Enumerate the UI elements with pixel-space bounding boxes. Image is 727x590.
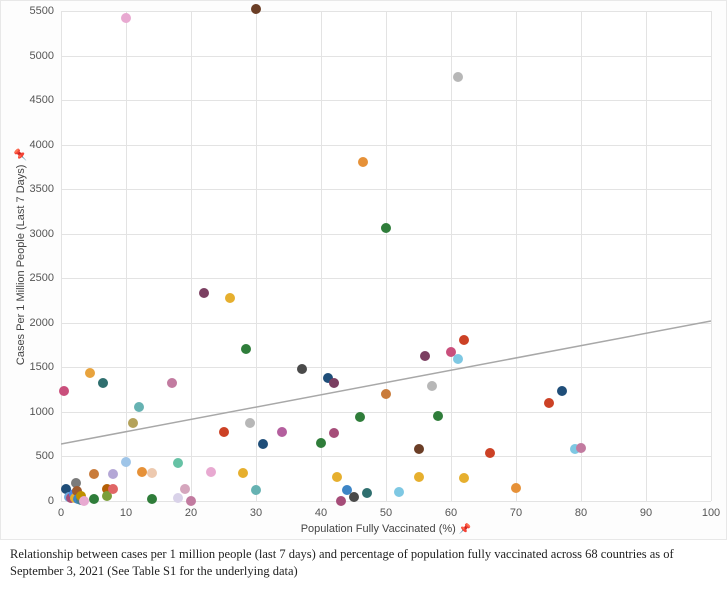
data-point[interactable] [245, 418, 255, 428]
x-tick: 40 [315, 507, 327, 519]
data-point[interactable] [459, 335, 469, 345]
data-point[interactable] [108, 469, 118, 479]
y-tick: 0 [48, 495, 54, 507]
x-axis-label: Population Fully Vaccinated (%)📌 [61, 523, 711, 535]
data-point[interactable] [89, 469, 99, 479]
x-tick: 0 [58, 507, 64, 519]
data-point[interactable] [433, 411, 443, 421]
data-point[interactable] [355, 412, 365, 422]
data-point[interactable] [277, 427, 287, 437]
data-point[interactable] [85, 368, 95, 378]
data-point[interactable] [134, 402, 144, 412]
x-tick: 50 [380, 507, 392, 519]
data-point[interactable] [453, 354, 463, 364]
data-point[interactable] [381, 389, 391, 399]
data-point[interactable] [108, 484, 118, 494]
x-tick: 30 [250, 507, 262, 519]
y-tick: 500 [36, 450, 54, 462]
data-point[interactable] [427, 381, 437, 391]
data-point[interactable] [89, 494, 99, 504]
data-point[interactable] [297, 364, 307, 374]
data-point[interactable] [167, 378, 177, 388]
y-tick: 1500 [30, 361, 54, 373]
data-point[interactable] [251, 485, 261, 495]
y-tick: 2500 [30, 272, 54, 284]
data-point[interactable] [137, 467, 147, 477]
scatter-chart: Cases Per 1 Million People (Last 7 Days)… [0, 0, 727, 540]
data-point[interactable] [147, 468, 157, 478]
data-point[interactable] [219, 427, 229, 437]
data-point[interactable] [180, 484, 190, 494]
y-tick: 4000 [30, 139, 54, 151]
chart-caption: Relationship between cases per 1 million… [0, 540, 727, 590]
data-point[interactable] [576, 443, 586, 453]
y-tick: 5000 [30, 50, 54, 62]
data-point[interactable] [381, 223, 391, 233]
y-tick: 1000 [30, 406, 54, 418]
data-point[interactable] [206, 467, 216, 477]
x-tick: 80 [575, 507, 587, 519]
data-point[interactable] [251, 4, 261, 14]
data-point[interactable] [544, 398, 554, 408]
y-tick: 3000 [30, 228, 54, 240]
data-point[interactable] [511, 483, 521, 493]
plot-area [61, 11, 711, 501]
x-tick: 20 [185, 507, 197, 519]
data-point[interactable] [241, 344, 251, 354]
data-point[interactable] [414, 444, 424, 454]
data-point[interactable] [199, 288, 209, 298]
x-tick: 100 [702, 507, 720, 519]
data-point[interactable] [258, 439, 268, 449]
data-point[interactable] [394, 487, 404, 497]
pin-icon: 📌 [16, 147, 28, 161]
x-tick: 10 [120, 507, 132, 519]
data-point[interactable] [362, 488, 372, 498]
data-point[interactable] [336, 496, 346, 506]
x-tick: 70 [510, 507, 522, 519]
data-point[interactable] [121, 13, 131, 23]
data-point[interactable] [238, 468, 248, 478]
data-point[interactable] [453, 72, 463, 82]
data-point[interactable] [128, 418, 138, 428]
data-point[interactable] [485, 448, 495, 458]
y-tick: 4500 [30, 94, 54, 106]
data-point[interactable] [79, 496, 89, 506]
data-point[interactable] [59, 386, 69, 396]
data-point[interactable] [420, 351, 430, 361]
data-point[interactable] [173, 458, 183, 468]
data-point[interactable] [121, 457, 131, 467]
data-point[interactable] [358, 157, 368, 167]
y-tick: 3500 [30, 183, 54, 195]
data-point[interactable] [316, 438, 326, 448]
data-point[interactable] [147, 494, 157, 504]
pin-icon: 📌 [459, 524, 471, 535]
data-point[interactable] [173, 493, 183, 503]
data-point[interactable] [459, 473, 469, 483]
data-point[interactable] [414, 472, 424, 482]
data-point[interactable] [332, 472, 342, 482]
y-tick: 5500 [30, 5, 54, 17]
y-tick: 2000 [30, 317, 54, 329]
y-axis-label: Cases Per 1 Million People (Last 7 Days)… [13, 11, 29, 501]
data-point[interactable] [349, 492, 359, 502]
x-tick: 60 [445, 507, 457, 519]
data-point[interactable] [225, 293, 235, 303]
data-point[interactable] [329, 378, 339, 388]
data-point[interactable] [98, 378, 108, 388]
data-point[interactable] [186, 496, 196, 506]
x-tick: 90 [640, 507, 652, 519]
data-point[interactable] [329, 428, 339, 438]
data-point[interactable] [557, 386, 567, 396]
